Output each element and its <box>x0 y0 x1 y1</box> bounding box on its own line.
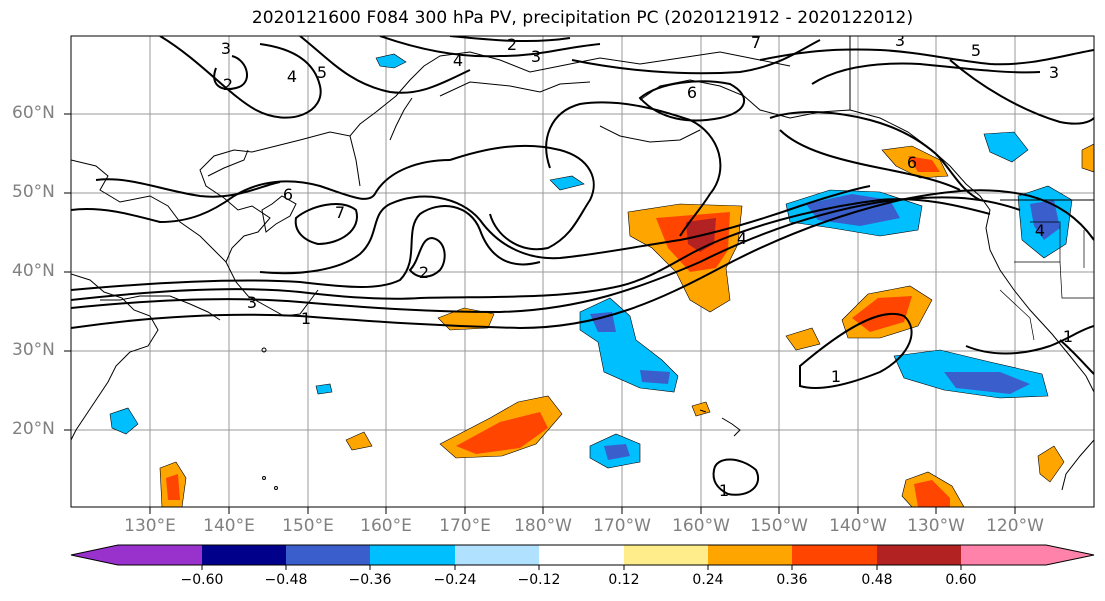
pv-label: 6 <box>687 83 697 102</box>
pv-contours <box>71 36 1094 496</box>
lon-label: 130°E <box>124 516 176 536</box>
colorbar-swatch <box>708 545 793 565</box>
colorbar-tick-label: −0.36 <box>348 572 392 588</box>
colorbar-extend-max <box>961 545 1094 565</box>
pv-label: 4 <box>287 67 297 86</box>
lon-label: 180°W <box>514 516 572 536</box>
lon-label: 160°W <box>672 516 730 536</box>
pv-label: 2 <box>223 75 233 94</box>
pv-label: 4 <box>737 229 747 248</box>
colorbar <box>70 544 1095 570</box>
pv-label: 3 <box>895 31 905 50</box>
colorbar-swatch <box>286 545 371 565</box>
pv-label: 3 <box>221 39 231 58</box>
lon-label: 150°E <box>282 516 334 536</box>
pv-label: 5 <box>971 41 981 60</box>
pv-label: 4 <box>453 51 463 70</box>
colorbar-outline <box>70 544 1095 566</box>
lat-label: 50°N <box>12 182 55 202</box>
pv-label: 2 <box>507 35 517 54</box>
lat-label: 60°N <box>12 103 55 123</box>
lat-label: 20°N <box>12 419 55 439</box>
map-title: 2020121600 F084 300 hPa PV, precipitatio… <box>251 8 914 28</box>
lon-label: 120°W <box>986 516 1044 536</box>
colorbar-swatch <box>539 545 624 565</box>
axis-ticks <box>64 113 1016 514</box>
colorbar-swatch <box>455 545 540 565</box>
pv-label: 6 <box>283 185 293 204</box>
colorbar-swatch <box>877 545 962 565</box>
pv-label: 1 <box>831 367 841 386</box>
lon-label: 170°W <box>593 516 651 536</box>
pv-label: 3 <box>1049 63 1059 82</box>
lon-label: 130°W <box>907 516 965 536</box>
lon-label: 150°W <box>750 516 808 536</box>
colorbar-swatch <box>370 545 455 565</box>
pv-label: 1 <box>719 481 729 500</box>
pv-contour-labels: 3 2 4 5 2 3 4 3 6 7 5 3 6 6 7 2 3 1 4 1 … <box>221 31 1073 500</box>
pv-label: 3 <box>531 47 541 66</box>
colorbar-tick-label: −0.48 <box>264 572 308 588</box>
colorbar-swatch <box>202 545 287 565</box>
colorbar-tick-label: −0.12 <box>517 572 561 588</box>
pv-label: 5 <box>317 63 327 82</box>
colorbar-swatch <box>792 545 877 565</box>
islands <box>261 347 741 490</box>
colorbar-tick-label: −0.24 <box>433 572 477 588</box>
graticule <box>71 36 1094 507</box>
lat-label: 40°N <box>12 261 55 281</box>
lat-label: 30°N <box>12 340 55 360</box>
pv-label: 6 <box>907 153 917 172</box>
lon-label: 170°E <box>439 516 491 536</box>
lon-label: 160°E <box>360 516 412 536</box>
colorbar-extend-min <box>71 545 202 565</box>
colorbar-tick-label: −0.60 <box>180 572 224 588</box>
colorbar-tick-label: 0.24 <box>692 572 724 588</box>
lon-label: 140°W <box>829 516 887 536</box>
pv-label: 7 <box>751 33 761 52</box>
lon-label: 140°E <box>203 516 255 536</box>
colorbar-tick-label: 0.36 <box>776 572 808 588</box>
pv-label: 4 <box>1035 221 1045 240</box>
pv-label: 3 <box>247 293 257 312</box>
colorbar-tick-label: 0.12 <box>608 572 640 588</box>
pv-label: 1 <box>301 309 311 328</box>
colorbar-tick-label: 0.48 <box>861 572 893 588</box>
pv-label: 7 <box>335 203 345 222</box>
pv-label: 2 <box>419 263 429 282</box>
pv-label: 1 <box>1063 327 1073 346</box>
colorbar-tick-label: 0.60 <box>945 572 977 588</box>
colorbar-swatch <box>624 545 709 565</box>
us-state-lines <box>999 221 1094 341</box>
